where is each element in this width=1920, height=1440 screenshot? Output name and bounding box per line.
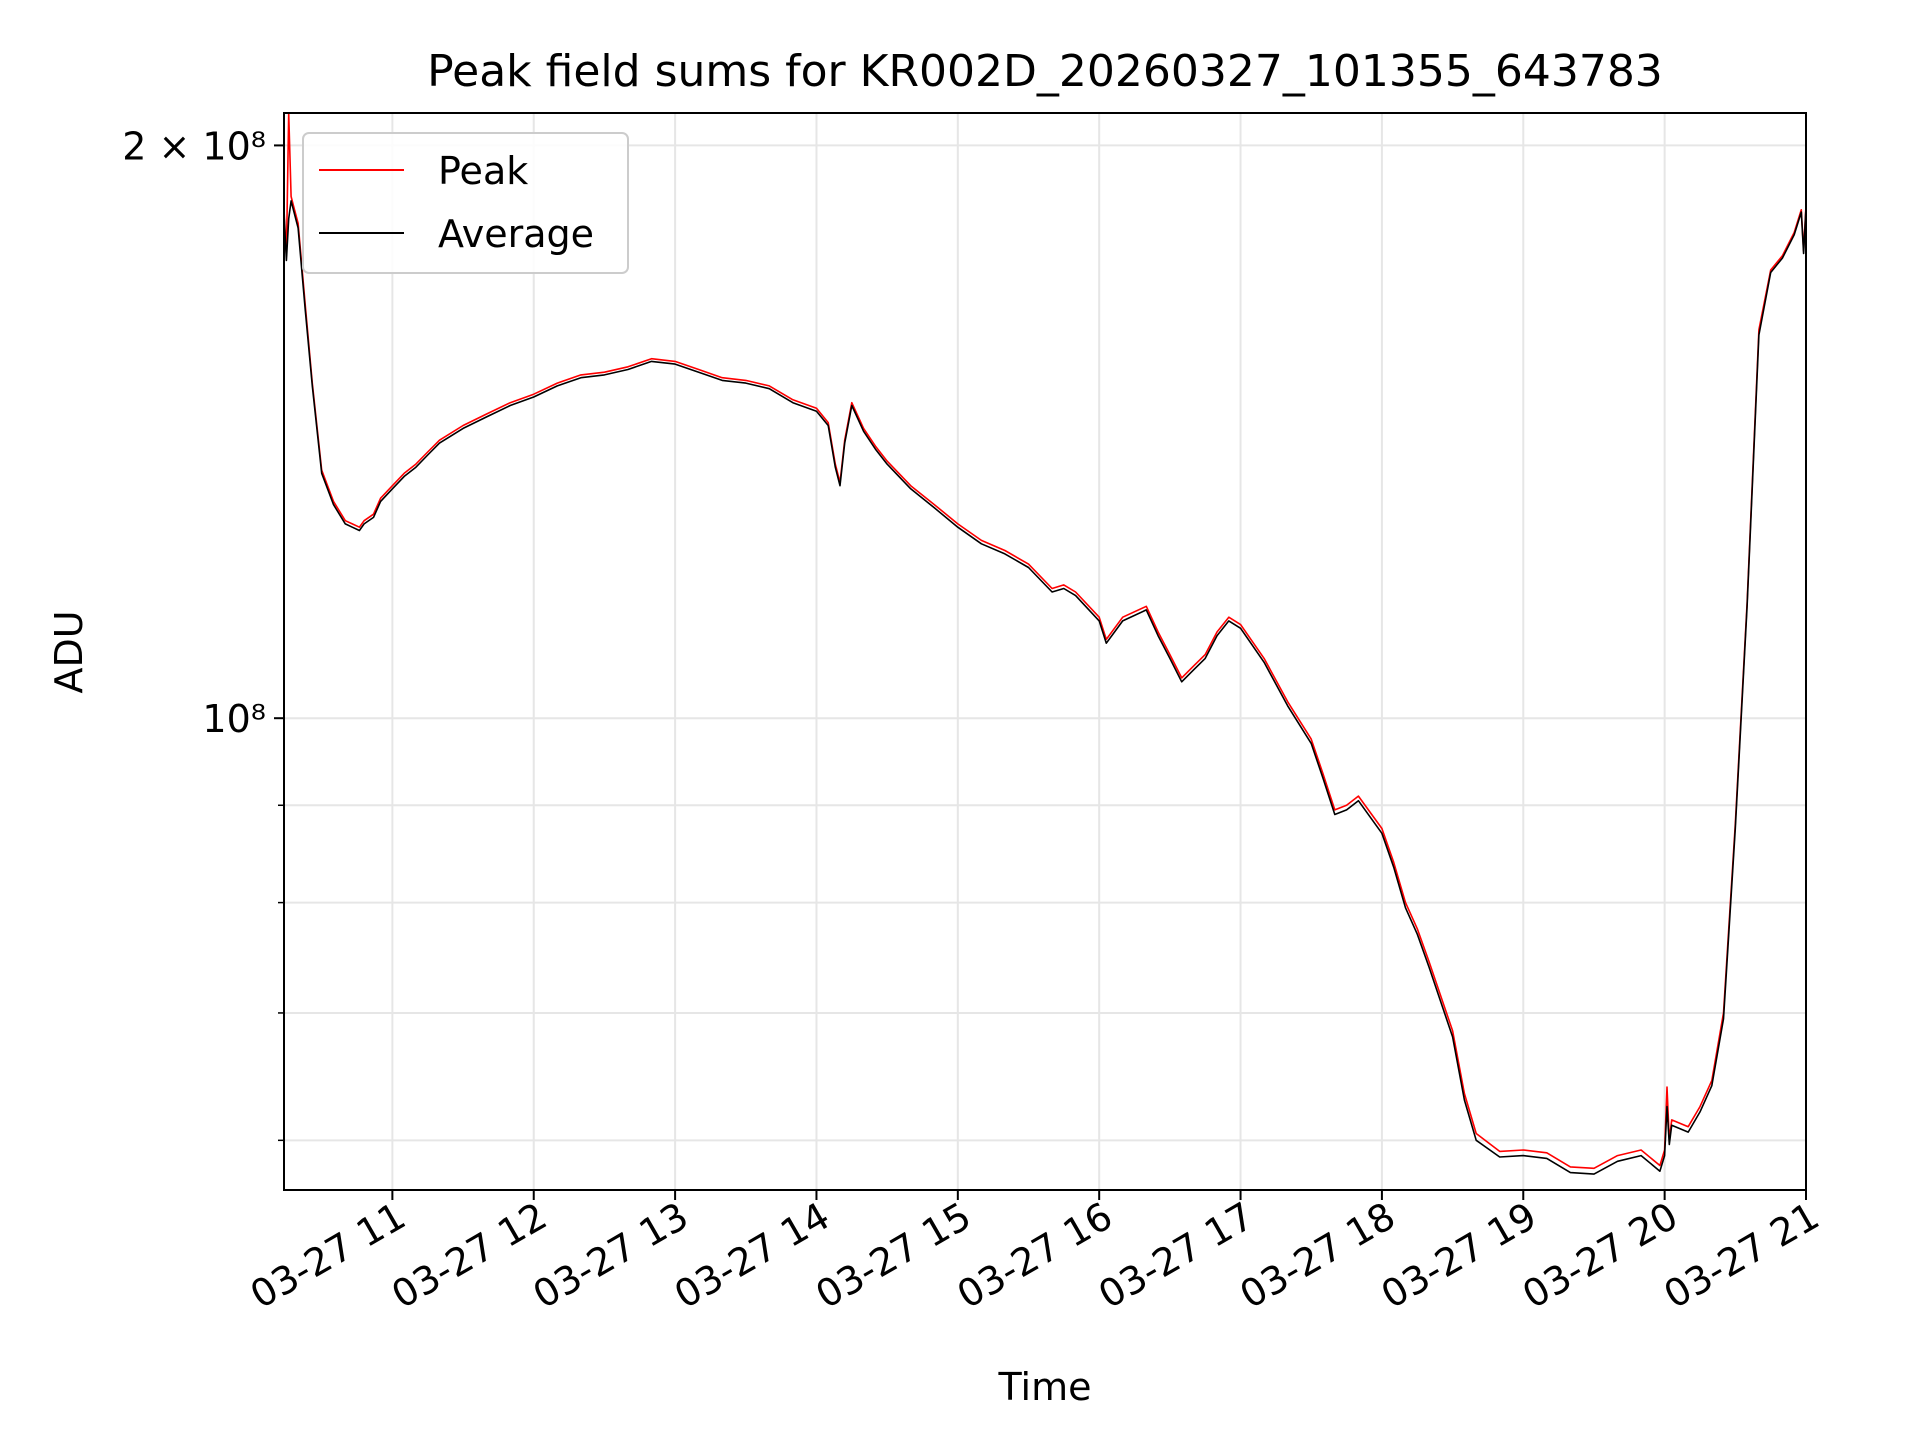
legend: Peak Average [302,132,629,274]
x-axis-label: Time [998,1365,1092,1409]
legend-peak-label: Peak [438,149,528,193]
series-line-average [284,200,1806,1175]
chart-title: Peak field sums for KR002D_20260327_1013… [427,46,1663,97]
series-line-peak [284,113,1806,1170]
y-tick-label: 2 × 10⁸ [122,124,266,168]
y-axis-label: ADU [47,610,91,693]
plot-frame [283,112,1807,1191]
legend-average-label: Average [438,212,594,256]
legend-box [302,132,629,274]
plot-series [284,113,1806,1175]
y-tick-label: 10⁸ [202,697,266,741]
